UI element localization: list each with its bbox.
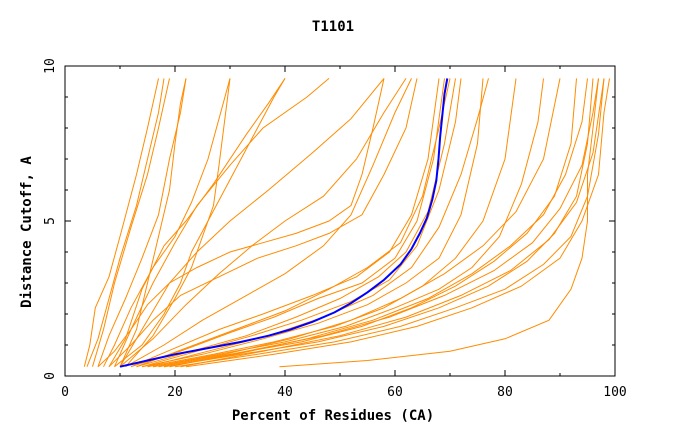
- model-curve-18: [147, 78, 517, 368]
- model-curve-19: [152, 78, 544, 368]
- model-curve-31: [125, 78, 231, 368]
- model-curve-12: [130, 78, 445, 368]
- model-curve-2: [86, 78, 165, 367]
- model-curve-29: [108, 78, 418, 368]
- x-tick-label: 60: [387, 385, 403, 400]
- model-curve-8: [119, 78, 385, 367]
- model-curve-4: [97, 78, 187, 367]
- highlight-layer: [119, 78, 449, 368]
- y-axis-title: Distance Cutoff, A: [19, 156, 35, 308]
- model-curve-26: [180, 78, 605, 368]
- model-curve-16: [141, 78, 484, 368]
- chart-title: T1101: [312, 19, 354, 35]
- model-curve-6: [108, 78, 286, 367]
- model-curve-23: [163, 78, 594, 368]
- highlight-curve: [119, 78, 449, 368]
- model-curve-15: [141, 78, 462, 368]
- model-curve-10: [125, 78, 412, 368]
- model-curve-32: [119, 78, 187, 367]
- y-tick-label: 5: [43, 217, 58, 225]
- x-axis: 0 20 40 60 80 100: [61, 66, 627, 400]
- model-curve-22: [163, 78, 588, 368]
- x-tick-label: 20: [167, 385, 183, 400]
- model-curve-9: [119, 78, 407, 368]
- model-curve-5: [103, 78, 231, 367]
- model-curve-1: [83, 78, 159, 367]
- x-axis-title: Percent of Residues (CA): [232, 408, 434, 424]
- y-tick-label: 10: [43, 58, 58, 74]
- model-curve-7: [114, 78, 330, 367]
- model-curve-13: [136, 78, 451, 368]
- x-tick-label: 40: [277, 385, 293, 400]
- model-curve-33: [279, 78, 599, 368]
- model-curve-28: [97, 78, 385, 368]
- y-axis: 0 5 10: [43, 58, 615, 380]
- model-curve-21: [158, 78, 577, 368]
- model-curve-17: [147, 78, 489, 368]
- model-curve-20: [152, 78, 561, 368]
- y-tick-label: 0: [43, 372, 58, 380]
- series-layer: [83, 78, 610, 368]
- model-curve-24: [169, 78, 599, 368]
- x-tick-label: 0: [61, 385, 69, 400]
- model-curve-27: [185, 78, 610, 368]
- model-curve-25: [174, 78, 605, 368]
- x-tick-label: 80: [497, 385, 513, 400]
- model-curve-30: [114, 78, 286, 368]
- model-curve-3: [92, 78, 170, 367]
- x-tick-label: 100: [603, 385, 626, 400]
